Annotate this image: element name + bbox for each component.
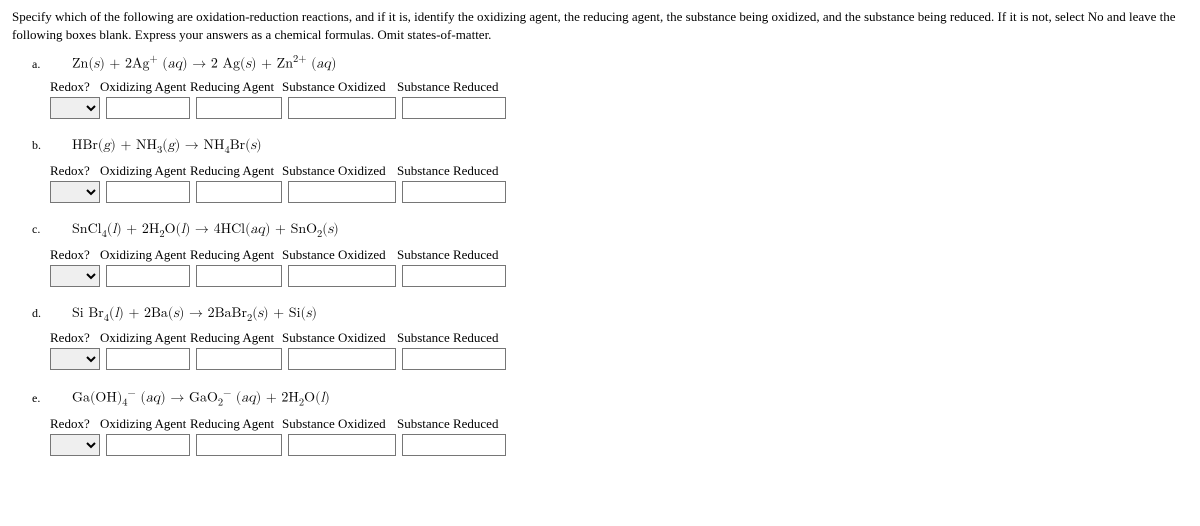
equation-text: HBr(g) + NH3(g) → NH4Br(s) (72, 137, 262, 157)
answer-input-row (50, 265, 1188, 287)
equation-text: Si Br4(l) + 2Ba(s) → 2BaBr2(s) + Si(s) (72, 305, 317, 325)
substance-reduced-input[interactable] (402, 348, 506, 370)
equation-row: d.Si Br4(l) + 2Ba(s) → 2BaBr2(s) + Si(s) (32, 305, 1188, 325)
redox-select[interactable] (50, 348, 100, 370)
header-redox: Redox? (50, 79, 100, 95)
header-substance-reduced: Substance Reduced (397, 330, 507, 346)
answer-input-row (50, 348, 1188, 370)
header-oxidizing-agent: Oxidizing Agent (100, 330, 190, 346)
header-substance-reduced: Substance Reduced (397, 163, 507, 179)
substance-oxidized-input[interactable] (288, 181, 396, 203)
reducing-agent-input[interactable] (196, 181, 282, 203)
redox-select[interactable] (50, 434, 100, 456)
substance-oxidized-input[interactable] (288, 265, 396, 287)
reducing-agent-input[interactable] (196, 265, 282, 287)
oxidizing-agent-input[interactable] (106, 348, 190, 370)
equation-text: Zn(s) + 2Ag+ (aq) → 2 Ag(s) + Zn2+ (aq) (72, 54, 336, 73)
instructions-text: Specify which of the following are oxida… (12, 8, 1188, 44)
question-letter: c. (32, 222, 72, 237)
header-oxidizing-agent: Oxidizing Agent (100, 163, 190, 179)
header-reducing-agent: Reducing Agent (190, 247, 282, 263)
substance-oxidized-input[interactable] (288, 97, 396, 119)
substance-oxidized-input[interactable] (288, 348, 396, 370)
substance-reduced-input[interactable] (402, 265, 506, 287)
header-substance-reduced: Substance Reduced (397, 79, 507, 95)
header-oxidizing-agent: Oxidizing Agent (100, 79, 190, 95)
header-redox: Redox? (50, 416, 100, 432)
question-block: e.Ga(OH)4− (aq) → GaO2− (aq) + 2H2O(l) Re… (32, 388, 1188, 455)
substance-reduced-input[interactable] (402, 434, 506, 456)
questions-container: a.Zn(s) + 2Ag+ (aq) → 2 Ag(s) + Zn2+ (aq… (12, 54, 1188, 456)
redox-select[interactable] (50, 181, 100, 203)
header-reducing-agent: Reducing Agent (190, 416, 282, 432)
header-redox: Redox? (50, 163, 100, 179)
header-reducing-agent: Reducing Agent (190, 79, 282, 95)
reducing-agent-input[interactable] (196, 348, 282, 370)
question-block: c.SnCl4(l) + 2H2O(l) → 4HCl(aq) + SnO2(s… (32, 221, 1188, 287)
answer-header-row: Redox?Oxidizing AgentReducing AgentSubst… (50, 163, 1188, 179)
header-reducing-agent: Reducing Agent (190, 330, 282, 346)
redox-select[interactable] (50, 97, 100, 119)
header-redox: Redox? (50, 330, 100, 346)
header-reducing-agent: Reducing Agent (190, 163, 282, 179)
answer-input-row (50, 181, 1188, 203)
substance-reduced-input[interactable] (402, 181, 506, 203)
equation-row: b.HBr(g) + NH3(g) → NH4Br(s) (32, 137, 1188, 157)
header-substance-oxidized: Substance Oxidized (282, 79, 397, 95)
reducing-agent-input[interactable] (196, 434, 282, 456)
oxidizing-agent-input[interactable] (106, 434, 190, 456)
header-redox: Redox? (50, 247, 100, 263)
question-block: a.Zn(s) + 2Ag+ (aq) → 2 Ag(s) + Zn2+ (aq… (32, 54, 1188, 119)
header-substance-oxidized: Substance Oxidized (282, 416, 397, 432)
oxidizing-agent-input[interactable] (106, 97, 190, 119)
question-letter: d. (32, 306, 72, 321)
reducing-agent-input[interactable] (196, 97, 282, 119)
substance-oxidized-input[interactable] (288, 434, 396, 456)
substance-reduced-input[interactable] (402, 97, 506, 119)
oxidizing-agent-input[interactable] (106, 181, 190, 203)
header-substance-reduced: Substance Reduced (397, 416, 507, 432)
equation-row: e.Ga(OH)4− (aq) → GaO2− (aq) + 2H2O(l) (32, 388, 1188, 409)
equation-text: Ga(OH)4− (aq) → GaO2− (aq) + 2H2O(l) (72, 388, 330, 409)
answer-header-row: Redox?Oxidizing AgentReducing AgentSubst… (50, 247, 1188, 263)
equation-text: SnCl4(l) + 2H2O(l) → 4HCl(aq) + SnO2(s) (72, 221, 339, 241)
question-block: b.HBr(g) + NH3(g) → NH4Br(s) Redox?Oxidiz… (32, 137, 1188, 203)
question-letter: a. (32, 57, 72, 72)
equation-row: c.SnCl4(l) + 2H2O(l) → 4HCl(aq) + SnO2(s… (32, 221, 1188, 241)
header-substance-oxidized: Substance Oxidized (282, 163, 397, 179)
question-letter: e. (32, 391, 72, 406)
answer-input-row (50, 434, 1188, 456)
header-oxidizing-agent: Oxidizing Agent (100, 416, 190, 432)
header-substance-oxidized: Substance Oxidized (282, 330, 397, 346)
equation-row: a.Zn(s) + 2Ag+ (aq) → 2 Ag(s) + Zn2+ (aq… (32, 54, 1188, 73)
redox-select[interactable] (50, 265, 100, 287)
question-letter: b. (32, 138, 72, 153)
answer-header-row: Redox?Oxidizing AgentReducing AgentSubst… (50, 416, 1188, 432)
question-block: d.Si Br4(l) + 2Ba(s) → 2BaBr2(s) + Si(s)… (32, 305, 1188, 371)
header-substance-oxidized: Substance Oxidized (282, 247, 397, 263)
answer-header-row: Redox?Oxidizing AgentReducing AgentSubst… (50, 330, 1188, 346)
header-oxidizing-agent: Oxidizing Agent (100, 247, 190, 263)
header-substance-reduced: Substance Reduced (397, 247, 507, 263)
answer-input-row (50, 97, 1188, 119)
answer-header-row: Redox?Oxidizing AgentReducing AgentSubst… (50, 79, 1188, 95)
oxidizing-agent-input[interactable] (106, 265, 190, 287)
